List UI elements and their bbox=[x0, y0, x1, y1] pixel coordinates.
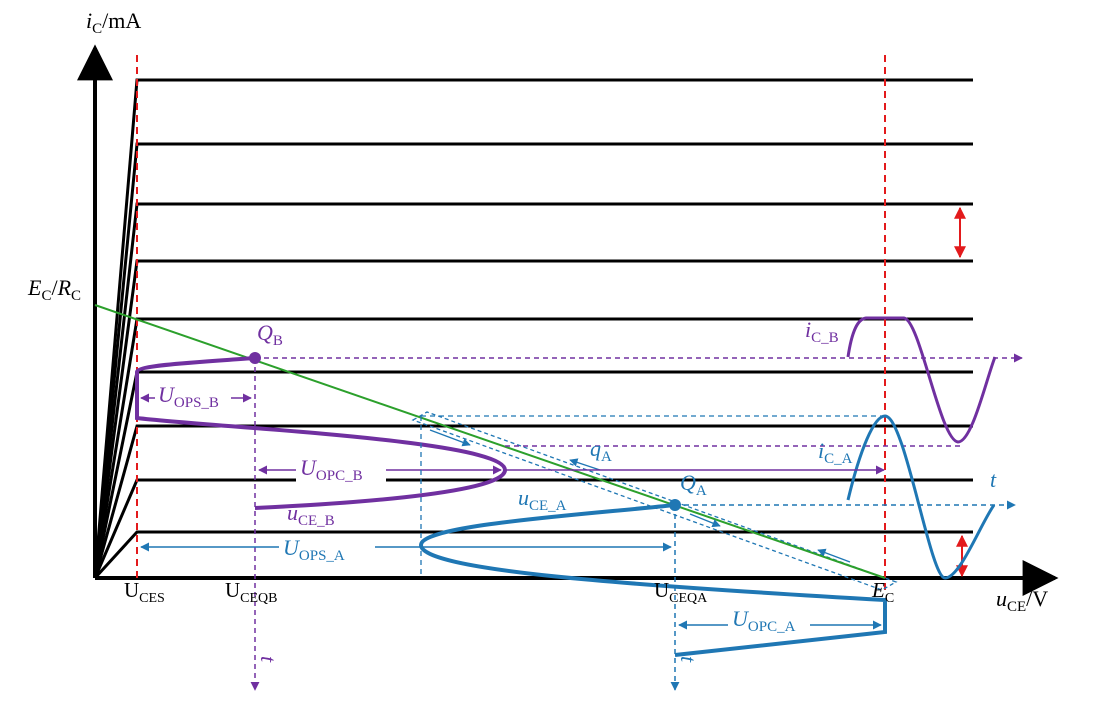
qa-label: QA bbox=[680, 470, 707, 499]
u-opc-a-label: UOPC_A bbox=[732, 606, 796, 635]
u-opc-b-label: UOPC_B bbox=[300, 455, 363, 484]
u-ops-a-label: UOPS_A bbox=[283, 535, 345, 564]
load-line-direction-arrows bbox=[429, 429, 851, 563]
ic-a-waveform bbox=[846, 414, 996, 580]
uce-b-waveform bbox=[135, 356, 508, 510]
point-b-group bbox=[135, 316, 1023, 691]
curve-9 bbox=[93, 530, 973, 580]
ic-b-label: iC_B bbox=[805, 317, 839, 346]
ic-a-label: iC_A bbox=[818, 438, 853, 467]
uce-b-label: uCE_B bbox=[287, 500, 335, 529]
tick-uceqa: UCEQA bbox=[654, 578, 708, 606]
y-axis-label: iC/mA bbox=[86, 8, 141, 37]
curve-7 bbox=[93, 424, 973, 579]
load-line bbox=[94, 304, 886, 579]
tick-uces: UCES bbox=[124, 578, 165, 606]
qa-small-label: qA bbox=[590, 436, 612, 465]
uce-a-waveform bbox=[418, 503, 887, 657]
qb-time-label: t bbox=[256, 656, 281, 663]
point-a-group bbox=[140, 414, 1016, 691]
curve-4 bbox=[93, 259, 973, 579]
qb-label: QB bbox=[257, 320, 283, 349]
qa-time-label: t bbox=[676, 656, 701, 663]
qa-t-label: t bbox=[990, 467, 997, 492]
x-axis-label: uCE/V bbox=[996, 586, 1048, 615]
load-line-envelope bbox=[411, 411, 898, 591]
uce-a-label: uCE_A bbox=[518, 485, 567, 514]
tick-uceqb: UCEQB bbox=[225, 578, 278, 606]
load-line-label: EC/RC bbox=[27, 275, 81, 304]
tick-ec: EC bbox=[871, 578, 894, 606]
axes bbox=[77, 44, 1059, 596]
u-ops-b-label: UOPS_B bbox=[158, 382, 219, 411]
qb-point bbox=[249, 352, 261, 364]
ic-b-waveform bbox=[846, 316, 997, 444]
qa-point bbox=[669, 499, 681, 511]
